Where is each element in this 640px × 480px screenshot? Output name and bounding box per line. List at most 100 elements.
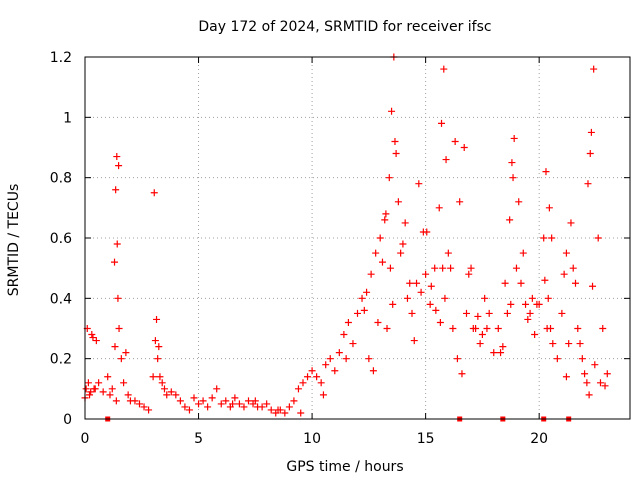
data-point [82, 385, 90, 393]
data-point [181, 403, 189, 411]
data-point [442, 156, 450, 164]
data-point [410, 337, 418, 345]
y-tick-label: 0.6 [50, 231, 72, 247]
data-point [599, 325, 607, 332]
data-point [419, 228, 427, 236]
data-point [195, 400, 203, 408]
data-point [294, 385, 302, 393]
data-point [349, 340, 357, 348]
data-point [158, 379, 166, 387]
chart-title: Day 172 of 2024, SRMTID for receiver ifs… [198, 19, 491, 35]
data-point [439, 264, 447, 272]
data-point [115, 162, 123, 170]
data-point [467, 264, 475, 272]
data-point [331, 367, 339, 375]
data-point [453, 355, 461, 363]
axes [84, 56, 631, 420]
data-point [426, 300, 434, 308]
data-point [567, 219, 575, 227]
data-point [481, 294, 489, 302]
data-point [208, 394, 216, 402]
data-point [474, 312, 482, 320]
data-point [596, 379, 604, 387]
data-point [444, 249, 452, 257]
data-point [245, 397, 252, 405]
data-point [427, 282, 435, 290]
data-point [499, 343, 507, 351]
data-point [509, 174, 517, 182]
data-point [399, 240, 407, 248]
data-point [408, 309, 416, 317]
data-point [591, 361, 599, 369]
data-point [544, 294, 552, 302]
y-tick-label: 0.2 [50, 352, 72, 368]
data-point [381, 216, 389, 224]
data-point [354, 309, 361, 317]
y-tick-label: 1.2 [50, 50, 72, 66]
data-point [510, 134, 518, 142]
data-point [512, 264, 520, 272]
data-point [374, 318, 382, 326]
data-point [297, 409, 305, 417]
y-tick-label: 0 [63, 412, 72, 428]
data-point [483, 325, 491, 332]
data-point [441, 294, 449, 302]
data-point [326, 355, 334, 363]
data-point [574, 325, 582, 332]
data-point [108, 385, 116, 393]
data-point [340, 331, 348, 339]
data-point [87, 388, 95, 396]
data-point [382, 210, 390, 218]
data-point [335, 349, 343, 357]
data-point [285, 403, 293, 411]
data-point [344, 318, 352, 326]
data-point [469, 325, 477, 332]
data-point [319, 391, 327, 399]
x-tick-label: 10 [303, 431, 321, 447]
data-point [274, 406, 282, 414]
y-tick-label: 0.8 [50, 171, 72, 187]
data-point [308, 367, 316, 375]
data-point [122, 349, 130, 357]
data-point [263, 400, 271, 408]
data-point [456, 198, 464, 206]
data-point [155, 343, 163, 351]
data-point [99, 388, 107, 396]
data-point [386, 264, 394, 272]
data-point [213, 385, 221, 393]
data-point [394, 198, 402, 206]
data-point [413, 279, 421, 287]
data-point [503, 309, 511, 317]
data-point [160, 385, 168, 393]
data-point [562, 249, 570, 257]
data-point [153, 315, 161, 323]
data-point [150, 189, 158, 197]
data-point [569, 264, 577, 272]
data-point [360, 306, 368, 314]
data-point [104, 373, 112, 381]
data-point [422, 270, 430, 278]
data-point [151, 337, 159, 345]
data-point [465, 270, 473, 278]
data-point [176, 397, 184, 405]
data-point [167, 388, 175, 396]
data-point [417, 288, 425, 296]
data-point [431, 264, 439, 272]
data-point [497, 349, 505, 357]
data-point [95, 379, 103, 387]
data-point [476, 340, 484, 348]
data-point [267, 406, 275, 414]
data-point [440, 65, 448, 73]
data-point [389, 300, 397, 308]
data-point [172, 391, 180, 399]
data-point [154, 355, 162, 363]
data-point [478, 331, 486, 339]
data-point [519, 249, 527, 257]
data-point [372, 249, 380, 257]
data-point [501, 279, 509, 287]
x-tick-label: 0 [81, 431, 90, 447]
data-point [365, 355, 373, 363]
data-point [190, 394, 198, 402]
data-point [545, 204, 553, 212]
